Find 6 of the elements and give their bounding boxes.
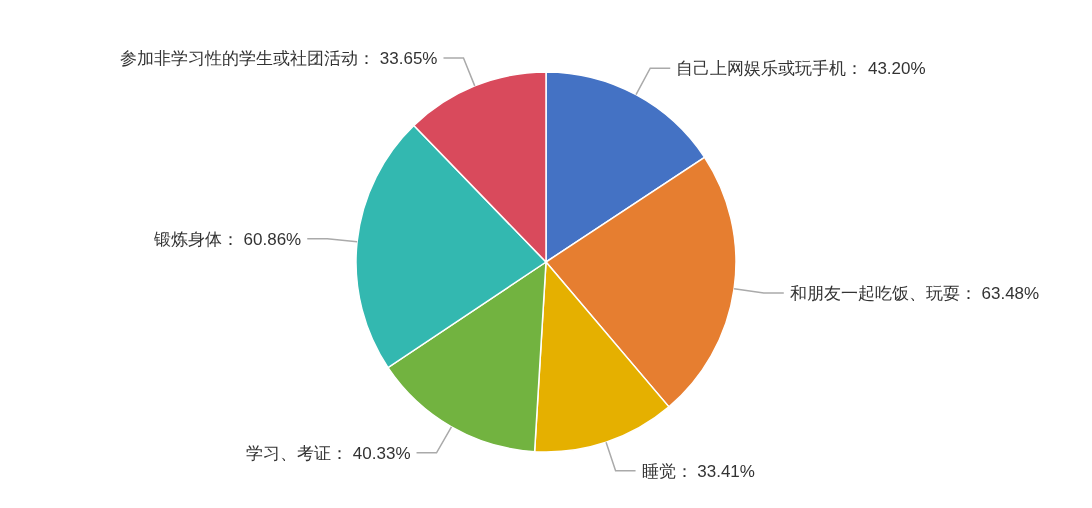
slice-label: 锻炼身体： 60.86% — [152, 229, 302, 249]
slice-label: 自己上网娱乐或玩手机： 43.20% — [676, 59, 926, 79]
slice-label: 学习、考证： 40.33% — [246, 443, 411, 463]
slice-label: 睡觉： 33.41% — [641, 461, 755, 481]
slice-label: 和朋友一起吃饭、玩耍： 63.48% — [789, 284, 1040, 304]
slice-label: 参加非学习性的学生或社团活动： 33.65% — [120, 49, 438, 69]
